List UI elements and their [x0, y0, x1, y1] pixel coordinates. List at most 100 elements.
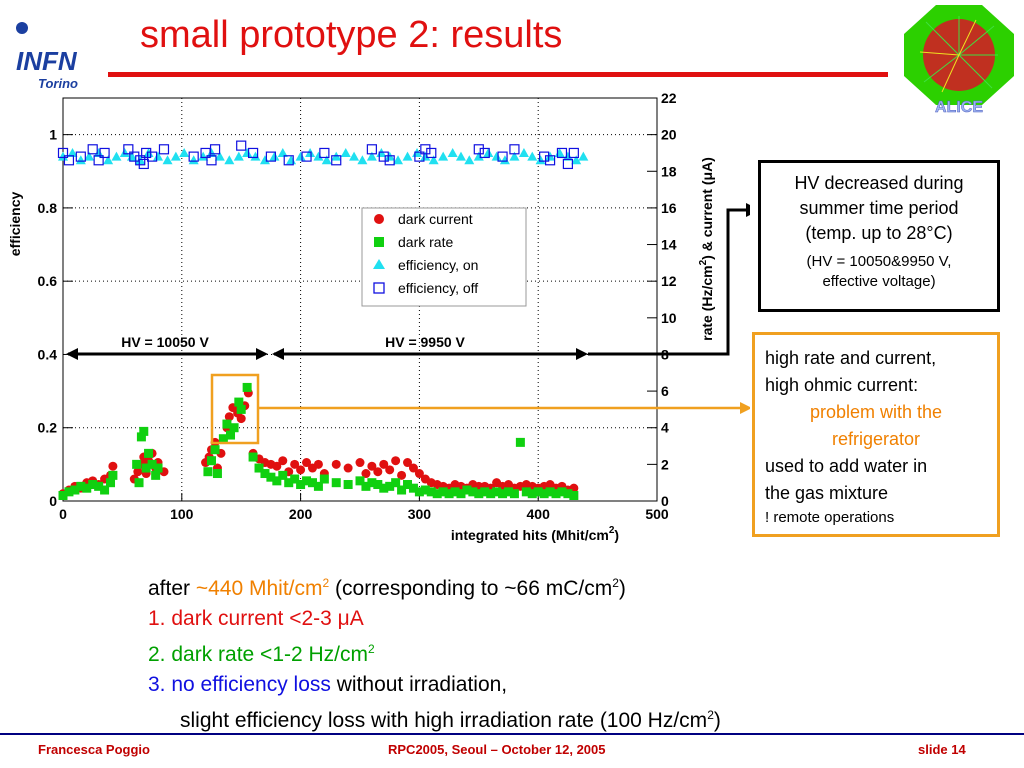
point-dark-rate: [151, 470, 161, 480]
point-efficiency-on: [153, 151, 164, 161]
point-efficiency-off: [75, 151, 86, 162]
point-efficiency-on: [295, 151, 306, 161]
problem-note-line-3: problem with the: [809, 402, 943, 422]
point-efficiency-off: [188, 151, 199, 162]
legend-label-efficiency-on: efficiency, on: [398, 257, 478, 273]
point-efficiency-off: [138, 158, 149, 170]
infn-logo: INFN Torino: [8, 8, 108, 91]
point-dark-rate: [141, 463, 151, 473]
point-dark-current: [224, 412, 234, 422]
point-dark-rate: [551, 489, 561, 499]
point-efficiency-on: [198, 151, 209, 161]
hv-callout-line: [588, 208, 750, 356]
point-dark-rate: [438, 487, 448, 497]
point-dark-rate: [234, 397, 244, 407]
point-efficiency-on: [119, 147, 130, 157]
point-efficiency-off: [473, 144, 484, 155]
hv-note-line-2: summer time period: [799, 198, 959, 218]
point-dark-current: [385, 465, 395, 475]
infn-logo-subtext: Torino: [38, 76, 78, 88]
summary-item-3: 3. no efficiency loss without irradiatio…: [148, 673, 508, 696]
point-dark-rate: [284, 478, 294, 488]
point-efficiency-off: [247, 147, 259, 159]
point-efficiency-on: [438, 151, 449, 161]
point-efficiency-on: [214, 151, 225, 161]
point-efficiency-off: [301, 151, 312, 162]
point-dark-rate: [212, 469, 222, 479]
point-efficiency-off: [562, 158, 574, 170]
footer-slide-number: slide 14: [918, 742, 966, 757]
point-efficiency-on: [554, 147, 565, 157]
point-dark-rate: [569, 491, 579, 501]
point-efficiency-on: [67, 147, 78, 157]
point-dark-current: [408, 463, 418, 473]
alice-logo-text: ALICE: [935, 99, 983, 114]
problem-note-line-5: used to add water in: [765, 456, 928, 476]
hv-note-line-5: effective voltage): [822, 273, 936, 290]
x-axis-label: integrated hits (Mhit/cm2): [451, 525, 619, 543]
legend-marker-efficiency-off: [373, 282, 385, 294]
problem-note-line-1: high rate and current,: [765, 348, 937, 368]
point-dark-rate: [136, 432, 146, 442]
y-left-tick-label: 0.4: [38, 346, 58, 362]
y-right-tick-label: 4: [661, 420, 669, 436]
point-efficiency-on: [578, 151, 589, 161]
point-efficiency-on: [464, 155, 475, 165]
title-underline: [108, 72, 888, 77]
point-efficiency-off: [93, 155, 104, 166]
point-efficiency-on: [509, 151, 520, 161]
point-efficiency-off: [568, 147, 579, 159]
point-efficiency-off: [158, 144, 170, 155]
point-dark-rate: [203, 467, 213, 477]
point-efficiency-off: [123, 144, 134, 155]
summary-item-1: 1. dark current <2-3 μA: [148, 607, 364, 630]
point-efficiency-on: [562, 151, 573, 161]
point-dark-rate: [147, 459, 157, 469]
point-dark-rate: [144, 448, 154, 458]
point-efficiency-off: [147, 151, 158, 162]
y-right-tick-label: 6: [661, 383, 669, 399]
point-dark-rate: [313, 481, 323, 491]
point-dark-rate: [557, 487, 567, 497]
point-dark-rate: [408, 483, 418, 493]
point-dark-rate: [302, 476, 312, 486]
point-dark-rate: [226, 430, 236, 440]
point-efficiency-on: [162, 155, 173, 165]
point-dark-rate: [498, 489, 508, 499]
point-efficiency-off: [414, 151, 425, 162]
point-dark-rate: [82, 483, 92, 493]
point-efficiency-on: [483, 147, 494, 157]
hv-note-line-3: (temp. up to 28°C): [805, 223, 953, 243]
point-dark-rate: [373, 480, 383, 490]
point-dark-rate: [403, 480, 413, 490]
hv-note-box: HV decreased during summer time period (…: [758, 160, 1000, 312]
point-efficiency-on: [535, 155, 546, 165]
point-efficiency-off: [384, 155, 395, 166]
point-dark-rate: [426, 487, 436, 497]
point-efficiency-off: [378, 151, 389, 162]
point-dark-rate: [545, 487, 555, 497]
point-dark-rate: [355, 476, 365, 486]
point-dark-rate: [100, 485, 110, 495]
legend-frame: [361, 207, 527, 307]
point-dark-rate: [331, 478, 341, 488]
point-efficiency-on: [473, 151, 484, 161]
problem-note-box: high rate and current, high ohmic curren…: [752, 332, 1000, 537]
hv-note-line-4: (HV = 10050&9950 V,: [806, 253, 952, 270]
point-efficiency-off: [141, 147, 152, 159]
point-efficiency-on: [455, 151, 466, 161]
point-efficiency-on: [313, 151, 324, 161]
point-dark-rate: [218, 434, 228, 444]
hv-label-1: HV = 10050 V: [121, 334, 209, 350]
y-right-tick-label: 18: [661, 163, 677, 179]
point-efficiency-off: [366, 144, 377, 155]
point-dark-current: [367, 461, 377, 471]
point-efficiency-on: [571, 155, 582, 165]
point-dark-current: [296, 465, 306, 475]
point-dark-rate: [207, 456, 216, 466]
point-dark-rate: [108, 470, 118, 480]
y-axis-right-label: rate (Hz/cm2) & current (μA): [698, 157, 715, 341]
point-dark-rate: [132, 459, 142, 469]
y-right-tick-label: 16: [661, 200, 677, 216]
point-dark-current: [397, 470, 407, 480]
